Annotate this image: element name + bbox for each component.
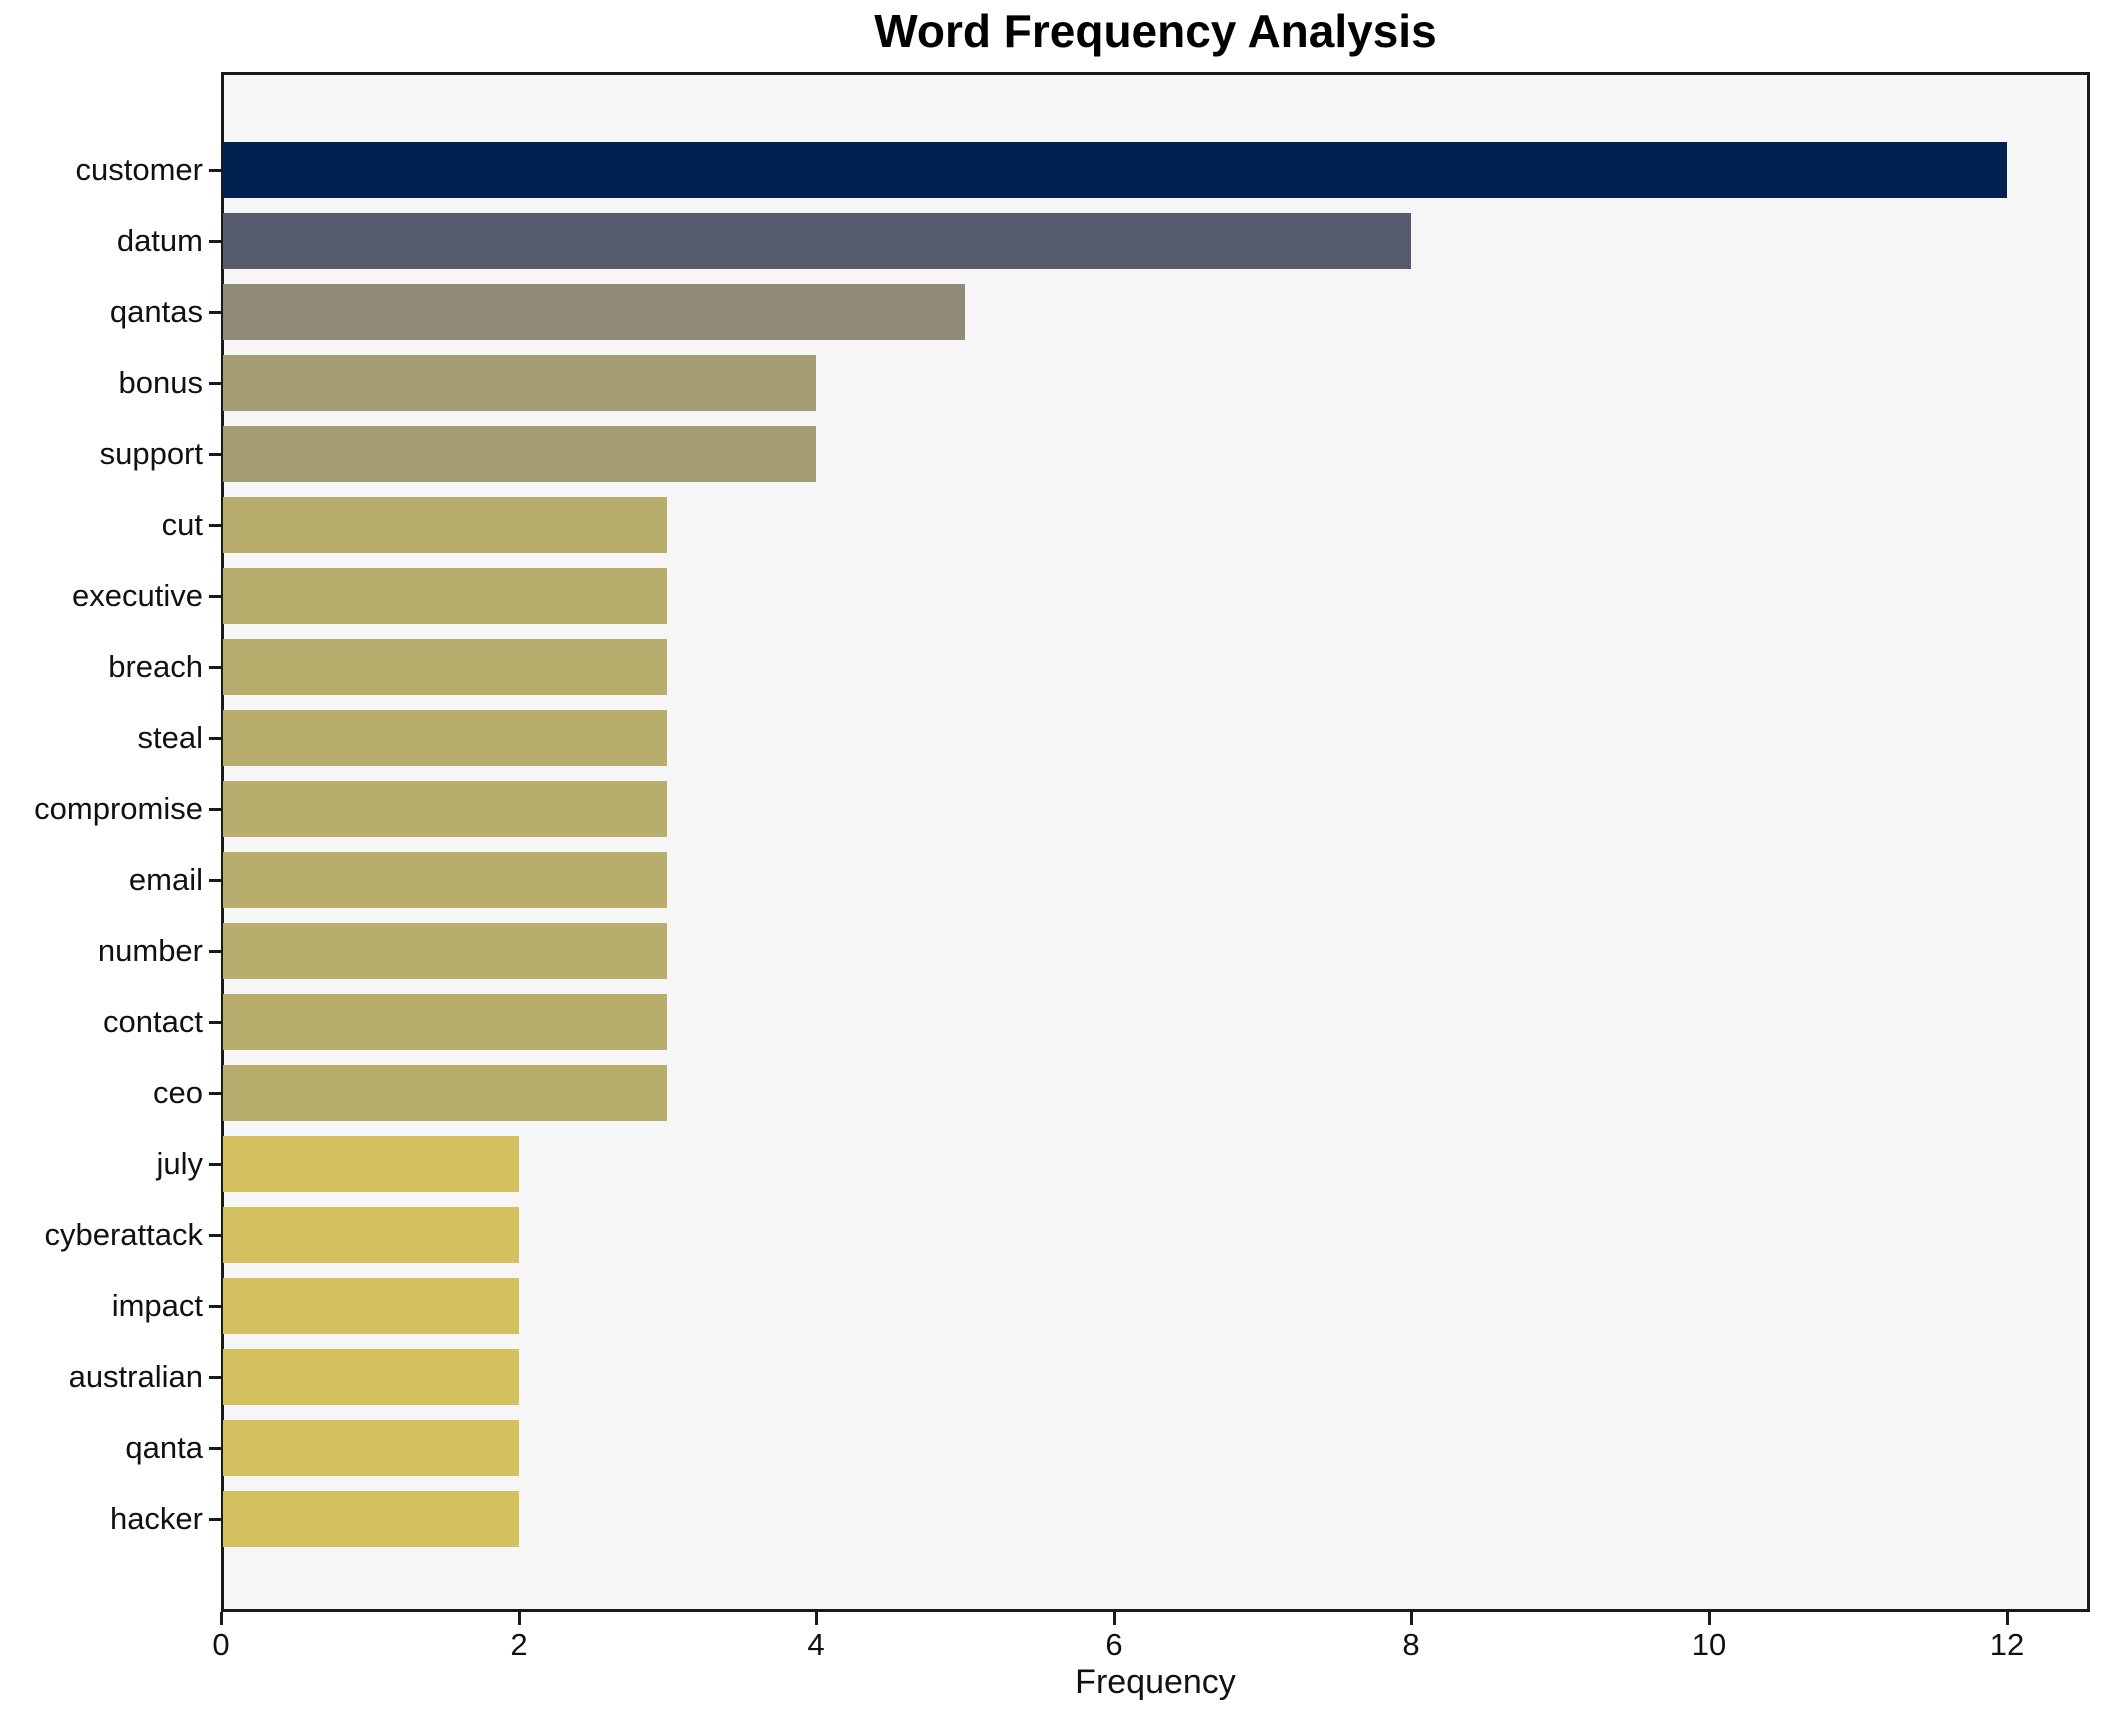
y-tick-mark bbox=[209, 595, 221, 598]
y-tick-mark bbox=[209, 737, 221, 740]
y-tick-label-qanta: qanta bbox=[125, 1430, 203, 1465]
y-tick-label-customer: customer bbox=[75, 152, 203, 187]
y-tick-label-breach: breach bbox=[108, 649, 203, 684]
x-axis-label: Frequency bbox=[1075, 1663, 1236, 1701]
bar-steal bbox=[223, 710, 667, 766]
y-tick-mark bbox=[209, 1376, 221, 1379]
y-tick-label-number: number bbox=[97, 933, 203, 968]
x-tick-mark bbox=[1410, 1612, 1413, 1625]
x-tick-label-8: 8 bbox=[1402, 1627, 1420, 1662]
bar-bonus bbox=[223, 355, 816, 411]
chart-title: Word Frequency Analysis bbox=[874, 5, 1437, 57]
x-tick-mark bbox=[220, 1612, 223, 1625]
y-tick-label-support: support bbox=[99, 436, 203, 471]
y-tick-label-bonus: bonus bbox=[118, 365, 203, 400]
x-tick-label-10: 10 bbox=[1691, 1627, 1727, 1662]
y-tick-label-impact: impact bbox=[111, 1288, 203, 1323]
y-tick-mark bbox=[209, 1234, 221, 1237]
bar-number bbox=[223, 923, 667, 979]
bar-breach bbox=[223, 639, 667, 695]
y-tick-label-contact: contact bbox=[103, 1004, 203, 1039]
bar-ceo bbox=[223, 1065, 667, 1121]
y-tick-mark bbox=[209, 1305, 221, 1308]
x-tick-mark bbox=[2006, 1612, 2009, 1625]
y-tick-label-cut: cut bbox=[161, 507, 203, 542]
y-tick-mark bbox=[209, 524, 221, 527]
y-tick-label-qantas: qantas bbox=[109, 294, 203, 329]
y-tick-label-steal: steal bbox=[137, 720, 203, 755]
y-tick-label-compromise: compromise bbox=[34, 791, 203, 826]
y-tick-label-ceo: ceo bbox=[153, 1075, 203, 1110]
y-tick-mark bbox=[209, 311, 221, 314]
y-tick-label-email: email bbox=[128, 862, 203, 897]
bar-qantas bbox=[223, 284, 965, 340]
bar-impact bbox=[223, 1278, 519, 1334]
bar-compromise bbox=[223, 781, 667, 837]
bar-cut bbox=[223, 497, 667, 553]
y-tick-mark bbox=[209, 1447, 221, 1450]
x-tick-label-6: 6 bbox=[1105, 1627, 1123, 1662]
y-tick-label-july: july bbox=[156, 1146, 203, 1181]
y-tick-mark bbox=[209, 382, 221, 385]
x-tick-label-2: 2 bbox=[510, 1627, 528, 1662]
y-tick-mark bbox=[209, 808, 221, 811]
y-tick-mark bbox=[209, 666, 221, 669]
bar-executive bbox=[223, 568, 667, 624]
bar-july bbox=[223, 1136, 519, 1192]
x-tick-label-12: 12 bbox=[1989, 1627, 2025, 1662]
y-tick-mark bbox=[209, 950, 221, 953]
y-tick-mark bbox=[209, 1021, 221, 1024]
y-tick-mark bbox=[209, 453, 221, 456]
x-tick-mark bbox=[518, 1612, 521, 1625]
y-tick-mark bbox=[209, 1518, 221, 1521]
x-tick-mark bbox=[1113, 1612, 1116, 1625]
bar-email bbox=[223, 852, 667, 908]
x-tick-mark bbox=[815, 1612, 818, 1625]
y-tick-label-datum: datum bbox=[116, 223, 203, 258]
bar-hacker bbox=[223, 1491, 519, 1547]
bar-datum bbox=[223, 213, 1411, 269]
bar-australian bbox=[223, 1349, 519, 1405]
x-tick-label-4: 4 bbox=[807, 1627, 825, 1662]
y-tick-label-hacker: hacker bbox=[109, 1501, 203, 1536]
bar-qanta bbox=[223, 1420, 519, 1476]
y-tick-label-cyberattack: cyberattack bbox=[44, 1217, 203, 1252]
y-tick-mark bbox=[209, 240, 221, 243]
y-tick-mark bbox=[209, 169, 221, 172]
bar-contact bbox=[223, 994, 667, 1050]
x-tick-mark bbox=[1708, 1612, 1711, 1625]
y-tick-mark bbox=[209, 1092, 221, 1095]
bar-support bbox=[223, 426, 816, 482]
bar-customer bbox=[223, 142, 2007, 198]
y-tick-mark bbox=[209, 1163, 221, 1166]
x-tick-label-0: 0 bbox=[212, 1627, 230, 1662]
y-tick-mark bbox=[209, 879, 221, 882]
y-tick-label-australian: australian bbox=[68, 1359, 203, 1394]
y-tick-label-executive: executive bbox=[72, 578, 203, 613]
bar-cyberattack bbox=[223, 1207, 519, 1263]
